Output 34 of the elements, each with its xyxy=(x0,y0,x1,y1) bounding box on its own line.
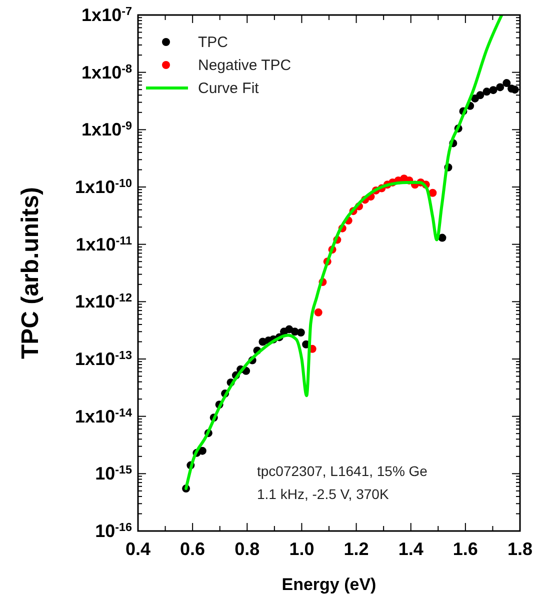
legend-label: TPC xyxy=(198,34,228,51)
point xyxy=(489,86,498,94)
legend-label: Curve Fit xyxy=(198,80,260,97)
point xyxy=(502,79,511,88)
point xyxy=(482,88,491,96)
x-tick-label: 0.8 xyxy=(234,539,260,559)
point xyxy=(496,83,504,92)
x-axis-title: Energy (eV) xyxy=(282,575,376,594)
x-tick-label: 1.0 xyxy=(289,539,314,559)
y-tick-label: 1x10$^{-9}$ xyxy=(82,119,132,140)
y-tick-label: 1x10$^{-12}$ xyxy=(75,291,132,312)
point xyxy=(476,91,484,100)
y-tick-label: 1x10$^{-14}$ xyxy=(75,406,132,426)
y-tick-label: 10$^{-16}$ xyxy=(95,520,132,541)
legend-label: Negative TPC xyxy=(198,57,292,74)
y-tick-label: 1x10$^{-10}$ xyxy=(75,176,132,197)
point xyxy=(314,308,322,316)
x-tick-label: 0.4 xyxy=(125,539,151,559)
x-tick-label: 1.8 xyxy=(507,539,533,559)
x-tick-label: 0.6 xyxy=(180,539,206,559)
y-tick-label: 1x10$^{-11}$ xyxy=(76,234,132,254)
y-tick-label: 10$^{-15}$ xyxy=(95,463,132,484)
point xyxy=(438,234,446,242)
x-tick-label: 1.6 xyxy=(452,539,478,559)
point xyxy=(198,446,206,455)
annotation: 1.1 kHz, -2.5 V, 370K xyxy=(257,486,390,502)
annotation: tpc072307, L1641, 15% Ge xyxy=(257,463,428,479)
x-tick-label: 1.2 xyxy=(344,539,369,559)
y-axis-title: TPC (arb.units) xyxy=(17,187,44,359)
y-tick-label: 1x10$^{-7}$ xyxy=(82,4,132,25)
point xyxy=(296,328,305,336)
y-tick-label: 1x10$^{-13}$ xyxy=(75,348,132,369)
x-tick-label: 1.4 xyxy=(398,539,424,559)
y-tick-label: 1x10$^{-8}$ xyxy=(82,62,132,82)
